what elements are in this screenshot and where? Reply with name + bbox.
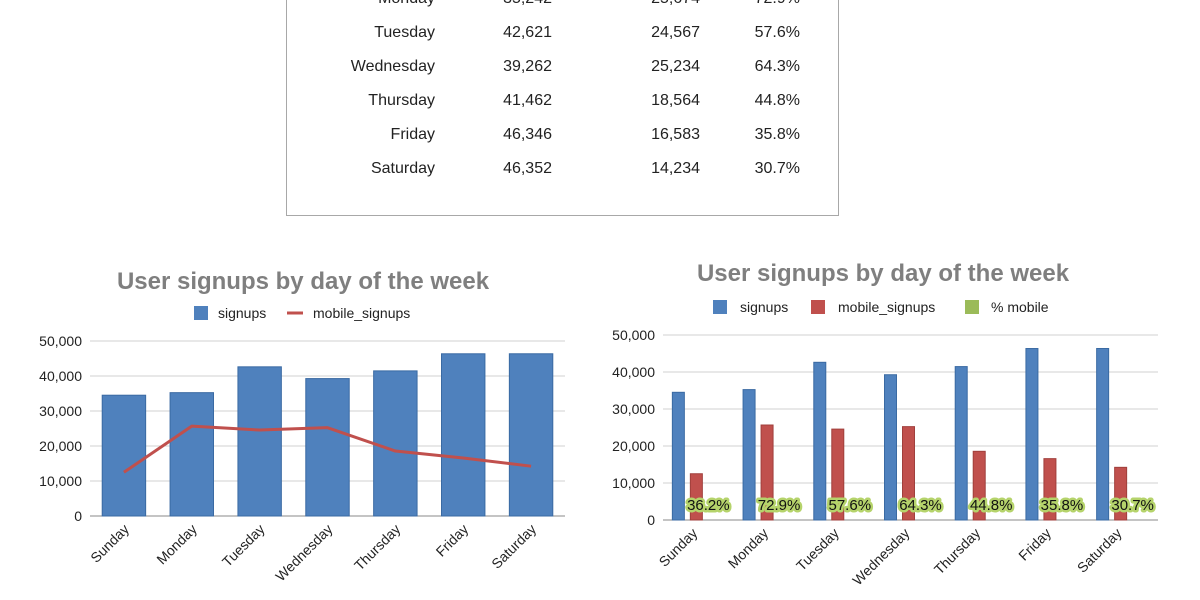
bar-signups (672, 392, 684, 520)
legend-label-mobile-signups: mobile_signups (313, 305, 410, 321)
bar-signups (743, 390, 755, 520)
legend-swatch-signups (713, 300, 727, 314)
y-tick-label: 0 (647, 512, 655, 528)
bar-signups (170, 393, 213, 516)
legend-label-mobile-signups: mobile_signups (838, 299, 935, 315)
bar-signups (238, 367, 281, 516)
pct-mobile-label: 57.6% (829, 497, 872, 514)
bar-signups (814, 362, 826, 520)
bar-signups (1097, 348, 1109, 520)
bar-signups (306, 379, 349, 516)
legend-swatch-mobile-signups (811, 300, 825, 314)
pct-mobile-label: 64.3% (899, 497, 942, 514)
chart-title: User signups by day of the week (697, 260, 1070, 287)
y-tick-label: 10,000 (612, 475, 655, 491)
y-tick-label: 30,000 (612, 401, 655, 417)
bar-line-chart-svg: User signups by day of the week signups mo… (0, 0, 600, 600)
y-tick-label: 40,000 (39, 368, 82, 384)
x-tick-label: Thursday (931, 525, 984, 578)
pct-mobile-label: 36.2% (687, 497, 730, 514)
y-tick-label: 50,000 (612, 327, 655, 343)
bar-signups (102, 395, 145, 516)
pct-mobile-label: 30.7% (1111, 497, 1154, 514)
bar-signups (955, 367, 967, 520)
legend-swatch-pct-mobile (965, 300, 979, 314)
bar-line-chart: User signups by day of the week signups mo… (0, 0, 600, 600)
y-tick-label: 40,000 (612, 364, 655, 380)
x-tick-label: Sunday (87, 521, 132, 566)
grouped-bar-chart: User signups by day of the week signups mo… (600, 0, 1200, 600)
y-tick-label: 30,000 (39, 403, 82, 419)
legend-label-pct-mobile: % mobile (991, 299, 1049, 315)
bar-signups (374, 371, 417, 516)
x-tick-label: Monday (153, 521, 200, 568)
y-tick-label: 20,000 (39, 438, 82, 454)
x-tick-label: Saturday (1074, 525, 1125, 576)
x-tick-label: Saturday (488, 521, 539, 572)
bar-signups (885, 375, 897, 520)
pct-mobile-label: 72.9% (758, 497, 801, 514)
bar-signups (1026, 349, 1038, 520)
x-tick-label: Monday (725, 525, 772, 572)
y-tick-label: 0 (74, 508, 82, 524)
pct-mobile-label: 44.8% (970, 497, 1013, 514)
y-tick-label: 20,000 (612, 438, 655, 454)
grouped-bar-chart-svg: User signups by day of the week signups mo… (600, 0, 1200, 600)
legend-swatch-signups (194, 306, 208, 320)
y-tick-label: 50,000 (39, 333, 82, 349)
x-tick-label: Friday (1015, 525, 1054, 564)
bar-signups (509, 354, 552, 516)
x-tick-label: Tuesday (793, 525, 842, 574)
x-tick-label: Wednesday (849, 525, 912, 588)
x-tick-label: Thursday (351, 521, 404, 574)
bar-signups (442, 354, 485, 516)
x-tick-label: Wednesday (272, 521, 335, 584)
y-tick-label: 10,000 (39, 473, 82, 489)
pct-mobile-label: 35.8% (1041, 497, 1084, 514)
x-tick-label: Sunday (656, 525, 701, 570)
x-tick-label: Friday (433, 521, 472, 560)
legend-label-signups: signups (218, 305, 266, 321)
legend-label-signups: signups (740, 299, 788, 315)
x-tick-label: Tuesday (219, 521, 268, 570)
chart-title: User signups by day of the week (117, 268, 490, 295)
